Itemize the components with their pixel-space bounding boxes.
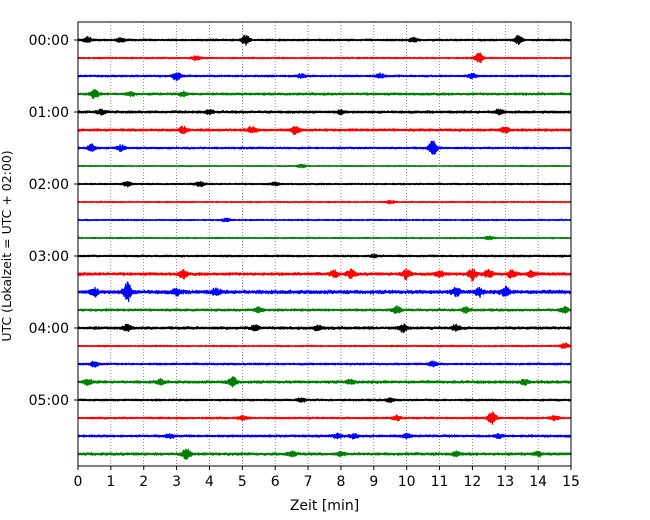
trace-row-0315 — [77, 268, 572, 282]
x-tick-label-0: 0 — [74, 474, 83, 490]
x-tick-label-13: 13 — [496, 474, 514, 490]
x-tick-label-7: 7 — [304, 474, 313, 490]
trace-row-0015 — [77, 52, 572, 63]
trace-row-0045 — [77, 89, 572, 99]
x-tick-label-6: 6 — [271, 474, 280, 490]
y-axis-ticks: 00:00 01:00 02:00 03:00 04:00 05:00 — [29, 33, 78, 409]
y-tick-label-01:00: 01:00 — [29, 105, 69, 121]
x-tick-label-8: 8 — [336, 474, 345, 490]
trace-row-0215 — [77, 199, 572, 205]
x-axis-ticks: 0 1 2 3 4 5 6 7 8 9 10 11 12 13 14 15 — [74, 466, 580, 490]
x-tick-label-12: 12 — [463, 474, 481, 490]
trace-row-0515 — [77, 411, 572, 425]
trace-row-0345 — [77, 305, 572, 314]
plot-frame — [77, 21, 572, 467]
trace-row-0500 — [77, 397, 572, 403]
trace-row-0130 — [77, 140, 572, 155]
trace-row-0300 — [77, 253, 572, 259]
x-tick-label-5: 5 — [238, 474, 247, 490]
y-tick-label-05:00: 05:00 — [29, 393, 69, 409]
x-tick-label-14: 14 — [529, 474, 547, 490]
x-tick-label-11: 11 — [431, 474, 449, 490]
trace-row-0400 — [77, 323, 572, 334]
y-tick-label-04:00: 04:00 — [29, 321, 69, 337]
y-tick-label-03:00: 03:00 — [29, 249, 69, 265]
trace-row-0030 — [77, 72, 572, 82]
trace-row-0115 — [77, 125, 572, 135]
x-tick-label-9: 9 — [369, 474, 378, 490]
trace-row-0330 — [77, 281, 572, 303]
trace-row-0430 — [77, 360, 572, 368]
trace-row-0245 — [77, 235, 572, 241]
trace-row-0545 — [77, 448, 572, 460]
x-tick-label-1: 1 — [106, 474, 115, 490]
x-tick-label-15: 15 — [562, 474, 580, 490]
y-tick-label-00:00: 00:00 — [29, 33, 69, 49]
trace-row-0230 — [77, 217, 572, 223]
trace-row-0000 — [77, 34, 572, 46]
vertical-gridlines — [110, 22, 539, 466]
y-tick-label-02:00: 02:00 — [29, 177, 69, 193]
trace-row-0200 — [77, 181, 572, 188]
x-tick-label-4: 4 — [205, 474, 214, 490]
trace-row-0145 — [77, 163, 572, 169]
x-tick-label-2: 2 — [139, 474, 148, 490]
x-tick-label-10: 10 — [398, 474, 416, 490]
trace-row-0530 — [77, 432, 572, 440]
x-tick-label-3: 3 — [172, 474, 181, 490]
y-axis-label: UTC (Lokalzeit = UTC + 02:00) — [0, 150, 14, 341]
x-axis-label: Zeit [min] — [290, 498, 359, 514]
trace-row-0100 — [77, 108, 572, 116]
trace-row-0445 — [77, 376, 572, 388]
trace-row-0415 — [77, 342, 572, 349]
seismogram-traces — [77, 34, 572, 460]
